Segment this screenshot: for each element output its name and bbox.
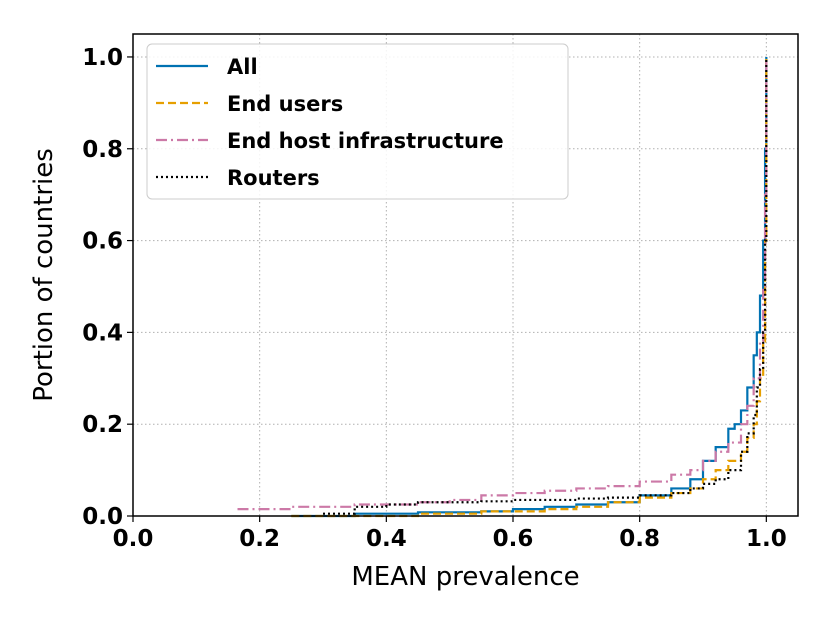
plot-frame: [132, 33, 799, 517]
y-axis: 0.0 0.2 0.4 0.6 0.8 1.0: [82, 45, 133, 530]
x-tick-label: 0.0: [113, 526, 154, 552]
y-tick-label: 1.0: [82, 45, 123, 71]
x-axis: 0.0 0.2 0.4 0.6 0.8 1.0: [113, 516, 787, 552]
legend-label-end-users: End users: [227, 92, 343, 116]
legend: All End users End host infrastructure Route…: [146, 43, 569, 200]
series-line-end-host-infrastructure: [237, 56, 768, 511]
x-tick-label: 0.6: [493, 526, 534, 552]
y-tick-label: 0.2: [82, 412, 123, 438]
x-tick-label: 0.4: [366, 526, 407, 552]
y-axis-label: Portion of countries: [29, 148, 59, 402]
y-tick-label: 0.8: [82, 137, 123, 163]
legend-label-all: All: [227, 55, 258, 79]
y-tick-label: 0.6: [82, 229, 123, 255]
x-axis-label: MEAN prevalence: [351, 562, 579, 592]
x-tick-label: 0.8: [619, 526, 660, 552]
y-tick-label: 0.0: [82, 504, 123, 530]
y-tick-label: 0.4: [82, 320, 123, 346]
legend-label-end-host-infrastructure: End host infrastructure: [227, 129, 504, 153]
legend-label-routers: Routers: [227, 166, 320, 190]
series-layer: [237, 56, 768, 518]
x-tick-label: 1.0: [746, 526, 787, 552]
legend-box: [146, 43, 569, 200]
series-line-end-users: [291, 56, 768, 518]
x-tick-label: 0.2: [239, 526, 280, 552]
